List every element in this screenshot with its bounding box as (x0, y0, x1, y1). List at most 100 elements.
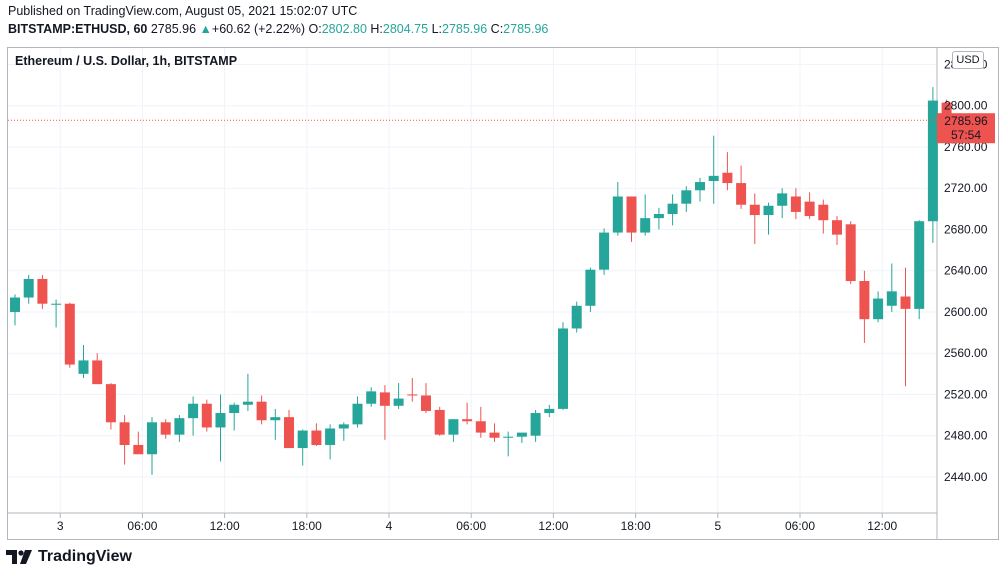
y-tick-label: 2560.00 (944, 346, 988, 360)
candle-body (530, 413, 541, 436)
candle (914, 220, 925, 320)
candle-body (215, 413, 226, 428)
candle-body (160, 422, 171, 435)
change-value: +60.62 (+2.22%) (211, 22, 306, 36)
candle (475, 406, 486, 438)
y-tick-label: 2800.00 (944, 99, 988, 113)
candle (407, 377, 418, 402)
candle-body (790, 196, 801, 212)
candle (434, 406, 445, 436)
tradingview-logo[interactable]: TradingView (6, 548, 132, 566)
candle (174, 415, 185, 442)
candle (763, 202, 774, 235)
candle-body (832, 220, 842, 235)
candle (599, 228, 610, 275)
candle-body (242, 401, 253, 405)
candle-body (777, 193, 788, 206)
open-label: O: (308, 22, 322, 36)
high-label: H: (370, 22, 383, 36)
candle-body (695, 182, 705, 191)
candle-body (900, 296, 911, 309)
candle-body (311, 430, 322, 445)
candle-body (571, 305, 582, 329)
candle-body (886, 291, 897, 306)
candle (119, 415, 130, 465)
y-tick-label: 2520.00 (944, 387, 988, 401)
candle (421, 383, 431, 414)
tradingview-logo-icon (6, 550, 32, 564)
candle (379, 385, 390, 440)
tradingview-brand: TradingView (38, 548, 132, 565)
candle-body (708, 175, 719, 182)
y-tick-label: 2760.00 (944, 140, 988, 154)
candle (845, 221, 856, 285)
candle-body (366, 391, 377, 404)
candle-body (51, 303, 62, 305)
candle (516, 432, 527, 443)
candle-body (270, 417, 281, 421)
x-tick-label: 18:00 (292, 519, 322, 533)
candle-body (927, 100, 938, 222)
candle-body (92, 360, 103, 385)
candle (832, 216, 842, 245)
candle (242, 373, 253, 411)
candles (10, 87, 952, 475)
x-tick-label: 5 (714, 519, 721, 533)
candle-body (133, 444, 144, 455)
candle (681, 186, 692, 212)
x-tick-label: 12:00 (538, 519, 568, 533)
high-value: 2804.75 (382, 22, 429, 36)
candle-body (626, 196, 637, 233)
candle-body (585, 269, 596, 306)
candle-body (407, 394, 418, 396)
candle (859, 270, 870, 343)
chart-frame (7, 47, 999, 540)
candle (188, 396, 199, 436)
candle (78, 344, 89, 378)
candle-body (434, 409, 445, 435)
candle (284, 409, 294, 449)
candle (736, 165, 747, 209)
candle (297, 429, 308, 466)
x-tick-label: 12:00 (867, 519, 897, 533)
candle (160, 419, 171, 439)
candle-body (174, 418, 185, 435)
up-arrow-icon: ▲ (199, 22, 212, 36)
candle (544, 404, 555, 418)
x-tick-label: 12:00 (210, 519, 240, 533)
x-axis: 3 06:00 12:00 18:00 4 06:00 12:00 18:00 5 06:00 12… (57, 513, 898, 533)
candle (790, 188, 801, 220)
x-tick-label: 06:00 (785, 519, 815, 533)
last-price-tag: 2785.96 57:54 (937, 113, 995, 144)
y-tick-label: 2640.00 (944, 264, 988, 278)
candle (215, 394, 226, 462)
y-tick-label: 2720.00 (944, 181, 988, 195)
candle-body (352, 403, 363, 425)
candle (311, 423, 322, 447)
candle (585, 267, 596, 312)
candle-body (612, 196, 623, 233)
chart-title: Ethereum / U.S. Dollar, 1h, BITSTAMP (15, 54, 238, 68)
candle (804, 192, 815, 220)
symbol-label: BITSTAMP:ETHUSD, 60 (8, 22, 148, 36)
axis-lines (8, 48, 938, 539)
candle-body (558, 328, 568, 409)
candle (10, 294, 20, 326)
candle (571, 301, 582, 333)
candle (37, 274, 48, 309)
last-price-tag-value: 2785.96 (944, 114, 988, 128)
candle (92, 353, 103, 385)
candle-body (804, 201, 815, 217)
candle-body (599, 232, 610, 270)
candle-body (147, 422, 157, 455)
currency-button[interactable]: USD (952, 51, 984, 69)
candle-body (941, 102, 952, 121)
candle (558, 322, 568, 410)
grid-lines (8, 48, 936, 512)
candle-body (489, 432, 500, 438)
candle-countdown: 57:54 (951, 128, 981, 142)
candle-body (749, 204, 760, 216)
candle (270, 408, 281, 440)
low-value: 2785.96 (442, 22, 488, 36)
